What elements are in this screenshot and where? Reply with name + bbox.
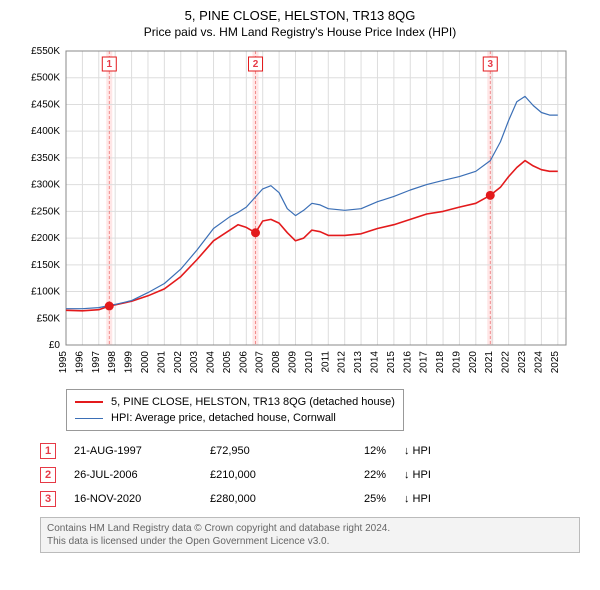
legend-item: HPI: Average price, detached house, Corn…: [75, 410, 395, 426]
svg-text:£250K: £250K: [31, 206, 60, 217]
svg-text:2016: 2016: [402, 351, 413, 374]
transaction-row: 3 16-NOV-2020 £280,000 25% ↓ HPI: [40, 487, 590, 511]
transaction-table: 1 21-AUG-1997 £72,950 12% ↓ HPI 2 26-JUL-2006 £…: [40, 439, 590, 511]
transaction-pct: 12%: [346, 445, 386, 457]
transaction-price: £210,000: [210, 469, 328, 481]
transaction-row: 2 26-JUL-2006 £210,000 22% ↓ HPI: [40, 463, 590, 487]
svg-text:2019: 2019: [451, 351, 462, 374]
svg-text:1998: 1998: [107, 351, 118, 374]
svg-text:2009: 2009: [288, 351, 299, 374]
svg-text:2007: 2007: [255, 351, 266, 374]
transaction-badge: 2: [40, 467, 56, 483]
chart-container: 5, PINE CLOSE, HELSTON, TR13 8QG Price p…: [0, 0, 600, 559]
svg-text:£400K: £400K: [31, 126, 60, 137]
svg-text:£350K: £350K: [31, 153, 60, 164]
svg-text:2006: 2006: [238, 351, 249, 374]
footer-line-2: This data is licensed under the Open Gov…: [47, 535, 573, 548]
svg-text:2003: 2003: [189, 351, 200, 374]
svg-text:£550K: £550K: [31, 46, 60, 57]
legend-label: HPI: Average price, detached house, Corn…: [111, 412, 336, 424]
svg-text:£50K: £50K: [37, 313, 61, 324]
svg-text:2024: 2024: [533, 351, 544, 374]
svg-text:2: 2: [253, 59, 259, 70]
svg-text:2004: 2004: [206, 351, 217, 374]
legend-swatch: [75, 401, 103, 403]
svg-text:1995: 1995: [58, 351, 69, 374]
svg-text:2013: 2013: [353, 351, 364, 374]
svg-text:1996: 1996: [74, 351, 85, 374]
svg-text:£300K: £300K: [31, 180, 60, 191]
down-arrow-icon: ↓ HPI: [404, 445, 446, 457]
svg-text:2012: 2012: [337, 351, 348, 374]
legend-swatch: [75, 418, 103, 419]
svg-text:£100K: £100K: [31, 287, 60, 298]
svg-text:£200K: £200K: [31, 233, 60, 244]
down-arrow-icon: ↓ HPI: [404, 469, 446, 481]
svg-text:2008: 2008: [271, 351, 282, 374]
svg-text:2010: 2010: [304, 351, 315, 374]
transaction-pct: 22%: [346, 469, 386, 481]
svg-text:£0: £0: [49, 340, 61, 351]
transaction-date: 26-JUL-2006: [74, 469, 192, 481]
svg-text:3: 3: [487, 59, 493, 70]
svg-text:2002: 2002: [173, 351, 184, 374]
chart-title: 5, PINE CLOSE, HELSTON, TR13 8QG: [10, 8, 590, 23]
svg-text:2005: 2005: [222, 351, 233, 374]
svg-text:2021: 2021: [484, 351, 495, 374]
transaction-badge: 3: [40, 491, 56, 507]
legend-item: 5, PINE CLOSE, HELSTON, TR13 8QG (detach…: [75, 394, 395, 410]
svg-text:2022: 2022: [501, 351, 512, 374]
footer-line-1: Contains HM Land Registry data © Crown c…: [47, 522, 573, 535]
svg-text:2017: 2017: [419, 351, 430, 374]
transaction-pct: 25%: [346, 493, 386, 505]
svg-text:2001: 2001: [156, 351, 167, 374]
svg-text:£150K: £150K: [31, 260, 60, 271]
svg-text:2015: 2015: [386, 351, 397, 374]
svg-text:2018: 2018: [435, 351, 446, 374]
transaction-price: £280,000: [210, 493, 328, 505]
svg-text:2000: 2000: [140, 351, 151, 374]
svg-text:2014: 2014: [369, 351, 380, 374]
svg-text:£500K: £500K: [31, 73, 60, 84]
svg-text:1997: 1997: [91, 351, 102, 374]
legend: 5, PINE CLOSE, HELSTON, TR13 8QG (detach…: [66, 389, 404, 431]
transaction-date: 16-NOV-2020: [74, 493, 192, 505]
chart-plot: £0 £50K £100K £150K £200K £250K £300K £350K £400…: [10, 45, 590, 383]
down-arrow-icon: ↓ HPI: [404, 493, 446, 505]
svg-text:1999: 1999: [124, 351, 135, 374]
transaction-badge: 1: [40, 443, 56, 459]
transaction-row: 1 21-AUG-1997 £72,950 12% ↓ HPI: [40, 439, 590, 463]
legend-label: 5, PINE CLOSE, HELSTON, TR13 8QG (detach…: [111, 396, 395, 408]
svg-text:2025: 2025: [550, 351, 561, 374]
transaction-price: £72,950: [210, 445, 328, 457]
svg-text:£450K: £450K: [31, 99, 60, 110]
chart-subtitle: Price paid vs. HM Land Registry's House …: [10, 25, 590, 39]
svg-text:2023: 2023: [517, 351, 528, 374]
attribution-footer: Contains HM Land Registry data © Crown c…: [40, 517, 580, 553]
svg-text:1: 1: [106, 59, 112, 70]
svg-text:2011: 2011: [320, 351, 331, 373]
transaction-date: 21-AUG-1997: [74, 445, 192, 457]
svg-text:2020: 2020: [468, 351, 479, 374]
